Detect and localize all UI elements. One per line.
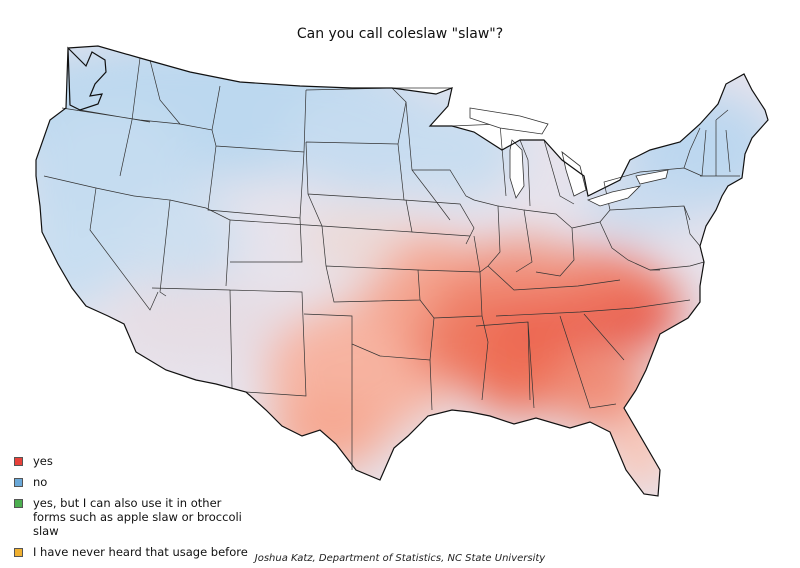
legend-item-yes-other-forms: yes, but I can also use it in other form… xyxy=(14,496,254,538)
state-borders xyxy=(43,57,740,470)
legend-swatch xyxy=(14,499,23,508)
legend-item-yes: yes xyxy=(14,454,254,468)
legend-label: I have never heard that usage before xyxy=(33,545,248,559)
legend-label: yes xyxy=(33,454,53,468)
legend-swatch xyxy=(14,478,23,487)
map-title: Can you call coleslaw "slaw"? xyxy=(296,26,504,42)
legend-item-never-heard: I have never heard that usage before xyxy=(14,545,254,559)
legend: yes no yes, but I can also use it in oth… xyxy=(14,454,254,566)
credit-line: Joshua Katz, Department of Statistics, N… xyxy=(254,553,546,564)
legend-swatch xyxy=(14,457,23,466)
legend-label: yes, but I can also use it in other form… xyxy=(33,496,242,538)
legend-item-no: no xyxy=(14,475,254,489)
legend-label: no xyxy=(33,475,48,489)
great-lakes xyxy=(469,107,669,207)
legend-swatch xyxy=(14,548,23,557)
